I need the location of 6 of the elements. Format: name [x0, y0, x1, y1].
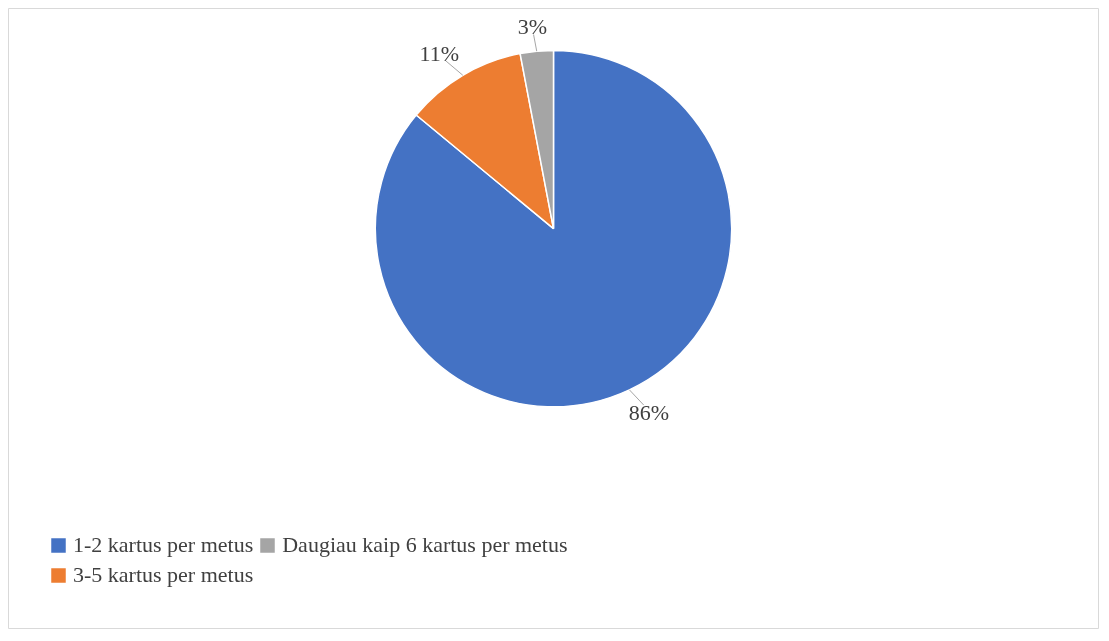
data-label: 11%	[419, 41, 460, 67]
legend-label: 1-2 kartus per metus	[73, 532, 254, 558]
legend-label: 3-5 kartus per metus	[73, 562, 254, 588]
data-label: 86%	[628, 400, 670, 426]
data-label: 3%	[517, 13, 548, 39]
legend-label: Daugiau kaip 6 kartus per metus	[282, 532, 568, 558]
